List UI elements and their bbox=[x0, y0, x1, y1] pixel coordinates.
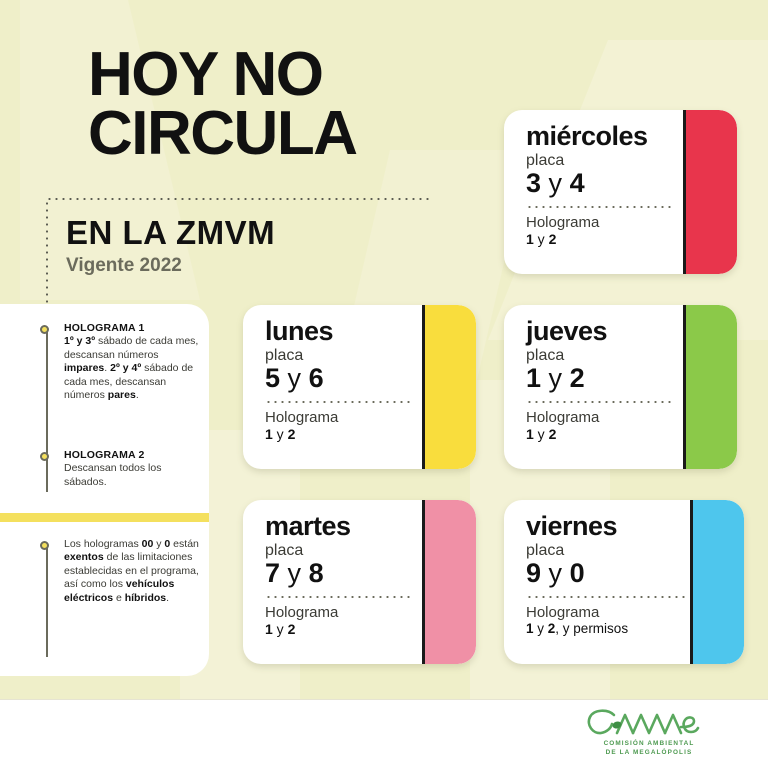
info-block-title: HOLOGRAMA 1 bbox=[64, 322, 145, 334]
card-placa-numbers: 5 y 6 bbox=[265, 363, 324, 393]
card-holograma-label: Holograma bbox=[526, 213, 600, 231]
came-logo-line-1: COMISIÓN AMBIENTAL bbox=[603, 740, 695, 747]
info-block-exentos: Los hologramas 00 y 0 están exentos de l… bbox=[64, 538, 200, 605]
card-day-name: miércoles bbox=[526, 121, 648, 151]
card-holograma-label: Holograma bbox=[265, 603, 339, 621]
card-holograma-value: 1 y 2, y permisos bbox=[526, 620, 629, 636]
info-block-body: Descansan todos los sábados. bbox=[64, 462, 162, 488]
card-day-name: martes bbox=[265, 511, 351, 541]
card-holograma-value: 1 y 2 bbox=[526, 425, 557, 442]
card-holograma-label: Holograma bbox=[265, 408, 339, 426]
day-card-miercoles[interactable]: miércoles placa 3 y 4 Holograma 1 y 2 bbox=[504, 110, 737, 274]
card-placa-numbers: 3 y 4 bbox=[526, 168, 585, 198]
info-block-body: 1º y 3º sábado de cada mes, descansan nú… bbox=[64, 335, 199, 402]
came-logo-line-2: DE LA MEGALÓPOLIS bbox=[605, 749, 693, 757]
card-placa-numbers: 7 y 8 bbox=[265, 558, 324, 588]
card-body: martes placa 7 y 8 Holograma 1 y 2 bbox=[265, 513, 414, 638]
info-block-holograma-1: HOLOGRAMA 1 1º y 3º sábado de cada mes, … bbox=[64, 322, 200, 403]
card-color-swatch bbox=[683, 110, 737, 274]
dotted-rule-horizontal bbox=[46, 198, 432, 200]
card-placa-label: placa bbox=[265, 347, 304, 364]
timeline-line-upper bbox=[46, 330, 48, 492]
subtitle-validity: Vigente 2022 bbox=[66, 255, 182, 277]
card-holograma-value: 1 y 2 bbox=[526, 230, 557, 247]
info-block-title: HOLOGRAMA 2 bbox=[64, 449, 145, 461]
day-card-lunes[interactable]: lunes placa 5 y 6 Holograma 1 y 2 bbox=[243, 305, 476, 469]
panel-divider-bar bbox=[0, 513, 209, 522]
card-holograma-value: 1 y 2 bbox=[265, 620, 296, 637]
timeline-line-lower bbox=[46, 545, 48, 657]
card-day-name: viernes bbox=[526, 511, 618, 541]
card-dotted-separator bbox=[526, 400, 675, 403]
card-placa-label: placa bbox=[526, 347, 565, 364]
card-holograma-value: 1 y 2 bbox=[265, 425, 296, 442]
came-logo: COMISIÓN AMBIENTAL DE LA MEGALÓPOLIS bbox=[584, 708, 714, 758]
came-logo-text: COMISIÓN AMBIENTAL DE LA MEGALÓPOLIS bbox=[584, 739, 714, 758]
title-line-2: CIRCULA bbox=[88, 98, 358, 168]
card-body: jueves placa 1 y 2 Holograma 1 y 2 bbox=[526, 318, 675, 443]
card-body: viernes placa 9 y 0 Holograma 1 y 2, y p… bbox=[526, 513, 686, 637]
day-card-martes[interactable]: martes placa 7 y 8 Holograma 1 y 2 bbox=[243, 500, 476, 664]
card-dotted-separator bbox=[526, 205, 675, 208]
card-placa-numbers: 9 y 0 bbox=[526, 558, 585, 588]
page-title: HOY NO CIRCULA bbox=[88, 44, 358, 168]
day-card-viernes[interactable]: viernes placa 9 y 0 Holograma 1 y 2, y p… bbox=[504, 500, 744, 664]
bullet-dot-icon bbox=[40, 452, 49, 461]
card-day-name: jueves bbox=[526, 316, 608, 346]
info-panel bbox=[0, 304, 209, 676]
card-color-swatch bbox=[690, 500, 744, 664]
info-block-holograma-2: HOLOGRAMA 2 Descansan todos los sábados. bbox=[64, 449, 200, 489]
card-placa-numbers: 1 y 2 bbox=[526, 363, 585, 393]
card-color-swatch bbox=[422, 305, 476, 469]
bullet-dot-icon bbox=[40, 325, 49, 334]
card-dotted-separator bbox=[265, 400, 414, 403]
card-holograma-label: Holograma bbox=[526, 408, 600, 426]
card-body: miércoles placa 3 y 4 Holograma 1 y 2 bbox=[526, 123, 675, 248]
bullet-dot-icon bbox=[40, 541, 49, 550]
info-block-body: Los hologramas 00 y 0 están exentos de l… bbox=[64, 538, 199, 604]
subtitle-group: EN LA ZMVM Vigente 2022 bbox=[66, 214, 276, 277]
card-body: lunes placa 5 y 6 Holograma 1 y 2 bbox=[265, 318, 414, 443]
card-dotted-separator bbox=[265, 595, 414, 598]
card-color-swatch bbox=[683, 305, 737, 469]
came-wordmark-icon bbox=[587, 709, 700, 735]
card-dotted-separator bbox=[526, 595, 686, 598]
subtitle-zmvm: EN LA ZMVM bbox=[66, 214, 276, 251]
footer-bar: COMISIÓN AMBIENTAL DE LA MEGALÓPOLIS bbox=[0, 699, 768, 768]
day-card-jueves[interactable]: jueves placa 1 y 2 Holograma 1 y 2 bbox=[504, 305, 737, 469]
card-color-swatch bbox=[422, 500, 476, 664]
card-holograma-label: Holograma bbox=[526, 603, 600, 621]
card-day-name: lunes bbox=[265, 316, 334, 346]
